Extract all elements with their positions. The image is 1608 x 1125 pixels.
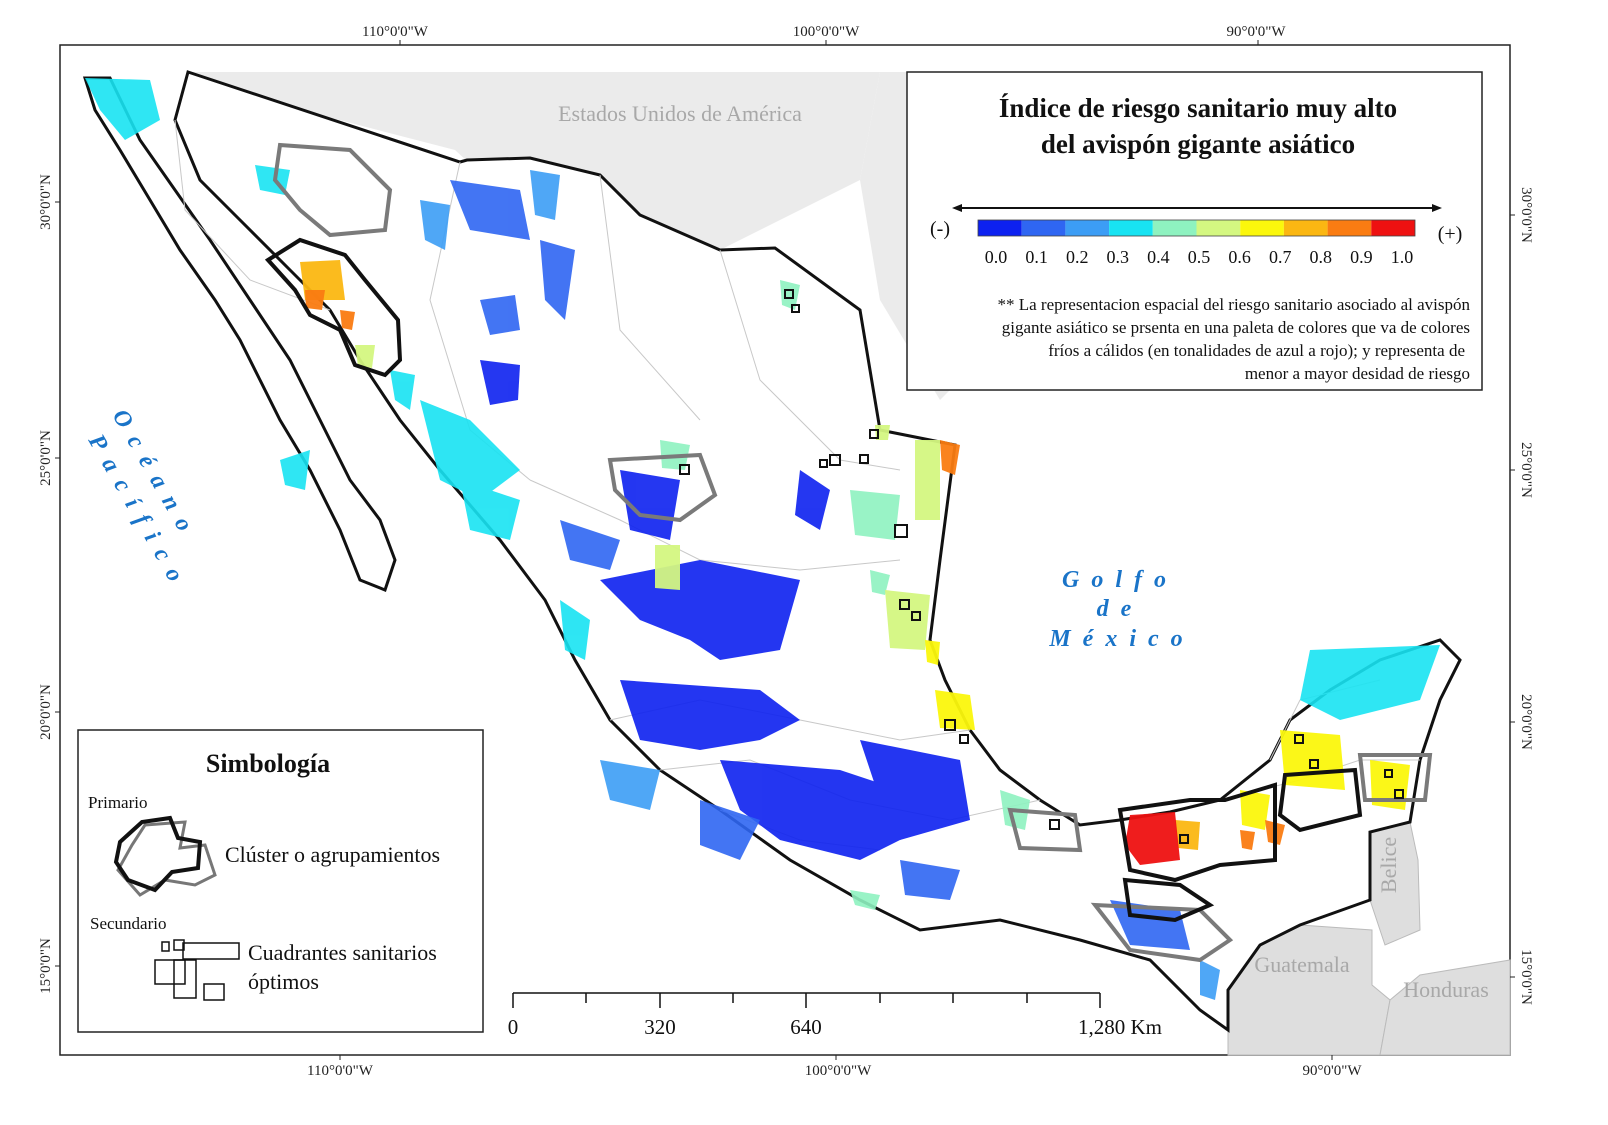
gulf-label-line2: de: [1097, 596, 1144, 622]
arrow-right-icon: [1432, 204, 1442, 212]
gulf-label-line3: México: [1048, 626, 1194, 652]
scale-label-1280: 1,280 Km: [1078, 1015, 1162, 1039]
scale-label-0: 0: [508, 1015, 519, 1039]
gulf-label-line1: Golfo: [1062, 567, 1178, 593]
arrow-left-icon: [952, 204, 962, 212]
map-title-line1: Índice de riesgo sanitario muy alto: [999, 93, 1397, 123]
note-line-2: gigante asiático se prsenta en una palet…: [1002, 318, 1470, 337]
scale-label-320: 320: [644, 1015, 676, 1039]
left-lat-label-1: 30°0'0"N: [38, 174, 54, 230]
color-ramp-segment: [1240, 220, 1284, 236]
color-ramp-tick-label: 0.6: [1228, 247, 1251, 267]
right-lat-label-4: 15°0'0"N: [1518, 949, 1534, 1005]
risk-patches: [85, 78, 1440, 1000]
color-ramp-tick-label: 0.1: [1025, 247, 1048, 267]
quadrant-squares: [679, 289, 1404, 844]
color-ramp-tick-label: 0.2: [1066, 247, 1089, 267]
note-line-3: fríos a cálidos (en tonalidades de azul …: [1048, 341, 1465, 360]
scale-bar: 0 320 640 1,280 Km: [508, 992, 1162, 1039]
map-title-line2: del avispón gigante asiático: [1041, 129, 1355, 159]
color-ramp-ticks: 0.0 0.1 0.2 0.3 0.4 0.5 0.6 0.7 0.8 0.9 1.0: [985, 247, 1414, 267]
title-box: Índice de riesgo sanitario muy alto del …: [906, 71, 1483, 391]
primary-cluster-symbol: [113, 815, 203, 893]
color-ramp-tick-label: 1.0: [1391, 247, 1414, 267]
color-ramp-segment: [978, 220, 1022, 236]
legend-primary-label: Primario: [88, 793, 148, 812]
color-ramp-tick-label: 0.4: [1147, 247, 1170, 267]
legend-box: Simbología Primario Clúster o agrupamien…: [77, 729, 484, 1033]
usa-shape: [160, 72, 1240, 250]
bottom-lon-label-1: 110°0'0"W: [307, 1063, 374, 1079]
quadrant-label-line2: óptimos: [248, 969, 319, 994]
color-ramp-segment: [1283, 220, 1328, 236]
baja-california: [82, 76, 397, 592]
left-lat-label-3: 20°0'0"N: [38, 684, 54, 740]
honduras-label: Honduras: [1403, 977, 1489, 1002]
quadrant-label-line1: Cuadrantes sanitarios: [248, 940, 437, 965]
color-ramp-segment: [1021, 220, 1066, 236]
color-ramp-tick-label: 0.9: [1350, 247, 1373, 267]
color-ramp-tick-label: 0.8: [1310, 247, 1333, 267]
top-lon-label-2: 100°0'0"W: [793, 24, 860, 40]
belice-label: Belice: [1376, 837, 1401, 893]
top-lon-label-3: 90°0'0"W: [1227, 24, 1287, 40]
color-ramp-segment: [1152, 220, 1197, 236]
color-ramp-tick-label: 0.3: [1107, 247, 1130, 267]
legend-title: Simbología: [206, 749, 330, 778]
bottom-lon-label-3: 90°0'0"W: [1303, 1063, 1363, 1079]
legend-secondary-label: Secundario: [90, 914, 166, 933]
color-ramp-tick-label: 0.5: [1188, 247, 1211, 267]
graticule-ticks: [55, 40, 1515, 1060]
right-lat-label-1: 30°0'0"N: [1518, 187, 1534, 243]
cluster-outlines: [264, 142, 1433, 963]
top-lon-label-1: 110°0'0"W: [362, 24, 429, 40]
left-lat-label-4: 15°0'0"N: [38, 938, 54, 994]
color-ramp: [977, 219, 1416, 237]
right-lat-label-3: 20°0'0"N: [1518, 694, 1534, 750]
right-lat-label-2: 25°0'0"N: [1518, 442, 1534, 498]
color-ramp-segment: [1196, 220, 1241, 236]
bottom-lon-label-2: 100°0'0"W: [805, 1063, 872, 1079]
graticule-labels: 110°0'0"W 100°0'0"W 90°0'0"W 110°0'0"W 1…: [38, 24, 1534, 1079]
plus-sign: (+): [1438, 223, 1463, 245]
minus-sign: (-): [930, 218, 950, 240]
color-ramp-segment: [1371, 220, 1415, 236]
guatemala-label: Guatemala: [1254, 952, 1350, 977]
cluster-label: Clúster o agrupamientos: [225, 842, 440, 867]
color-ramp-segment: [1327, 220, 1372, 236]
note-line-4: menor a mayor desidad de riesgo: [1245, 364, 1470, 383]
color-ramp-tick-label: 0.7: [1269, 247, 1292, 267]
usa-label: Estados Unidos de América: [558, 101, 802, 126]
color-ramp-segment: [1109, 220, 1153, 236]
scale-label-640: 640: [790, 1015, 822, 1039]
color-ramp-outline: [977, 219, 1416, 237]
color-ramp-segment: [1065, 220, 1110, 236]
quadrant-symbol: [154, 939, 240, 1001]
note-line-1: ** La representacion espacial del riesgo…: [997, 295, 1470, 314]
color-ramp-tick-label: 0.0: [985, 247, 1008, 267]
honduras-shape: [1379, 959, 1511, 1056]
left-lat-label-2: 25°0'0"N: [38, 430, 54, 486]
